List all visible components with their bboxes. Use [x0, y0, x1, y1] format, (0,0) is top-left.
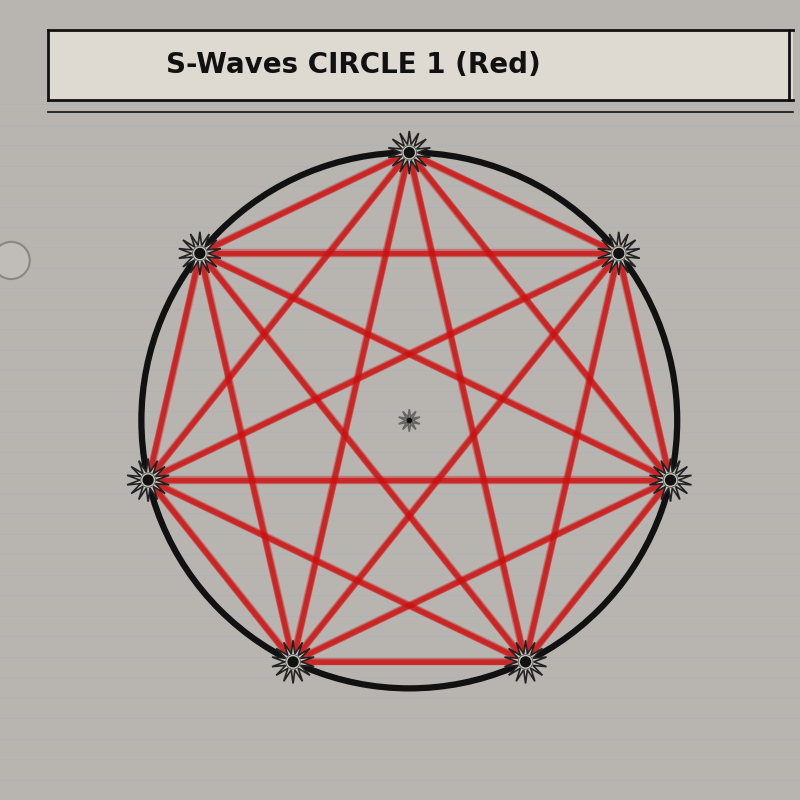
Circle shape	[407, 418, 411, 422]
Circle shape	[0, 242, 30, 279]
Circle shape	[521, 657, 530, 666]
Circle shape	[666, 475, 675, 485]
Circle shape	[288, 657, 298, 666]
PathPatch shape	[505, 640, 546, 683]
PathPatch shape	[650, 458, 691, 502]
Circle shape	[614, 249, 624, 258]
Circle shape	[195, 249, 205, 258]
Circle shape	[404, 148, 414, 158]
Text: S-Waves CIRCLE 1 (Red): S-Waves CIRCLE 1 (Red)	[166, 51, 541, 79]
Circle shape	[143, 475, 153, 485]
PathPatch shape	[127, 458, 169, 502]
Bar	[48, 30, 793, 101]
PathPatch shape	[598, 232, 640, 275]
PathPatch shape	[272, 640, 314, 683]
PathPatch shape	[388, 131, 430, 174]
PathPatch shape	[179, 232, 221, 275]
PathPatch shape	[398, 410, 420, 432]
